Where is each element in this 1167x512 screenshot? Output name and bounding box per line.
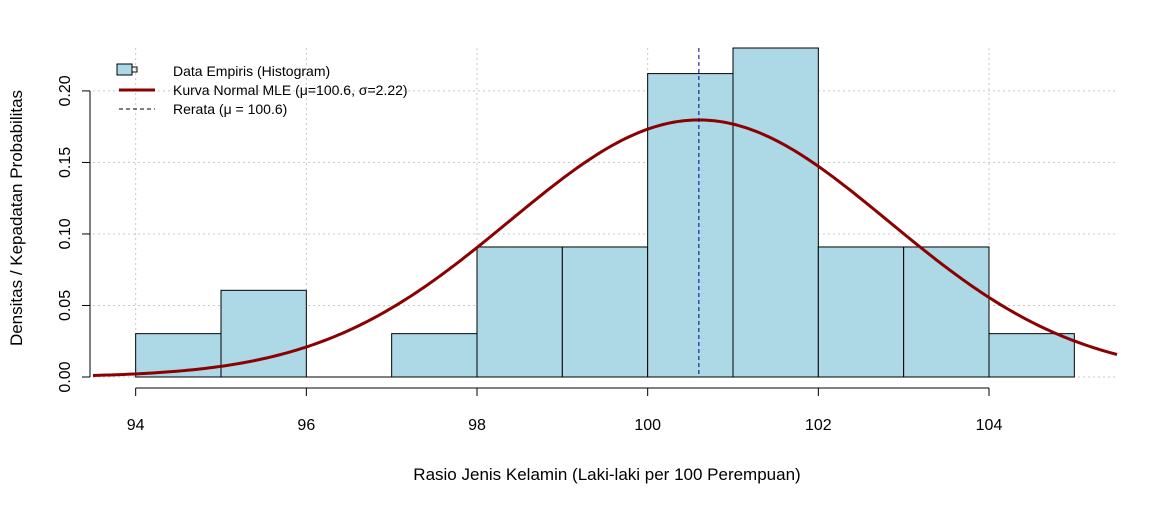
histogram-bar-3	[391, 333, 478, 378]
histogram-bar-1	[220, 289, 307, 378]
y-tick-label: 0.20	[57, 75, 74, 106]
legend-curve-label: Kurva Normal MLE (μ=100.6, σ=2.22)	[173, 82, 408, 98]
normal-curve-line	[92, 118, 1118, 377]
histogram-bar-5	[561, 246, 649, 378]
legend-histogram-swatch-inner	[131, 66, 138, 73]
legend-mean-label: Rerata (μ = 100.6)	[173, 101, 287, 117]
y-tick-label: 0.15	[57, 147, 74, 178]
legend: Data Empiris (Histogram) Kurva Normal ML…	[116, 63, 408, 117]
axes: 94 96 98 100 102 104 0.00 0.05 0.10 0.15 0.20	[57, 75, 1002, 434]
histogram-bar-10	[988, 333, 1075, 378]
x-tick-label: 104	[976, 417, 1003, 434]
x-tick-label: 98	[468, 417, 486, 434]
x-tick-label: 100	[634, 417, 661, 434]
x-tick-label: 96	[297, 417, 315, 434]
histogram-bar-4	[476, 246, 563, 378]
y-axis-title: Densitas / Kepadatan Probabilitas	[7, 90, 26, 346]
histogram-bar-8	[817, 246, 905, 378]
x-tick-label: 94	[127, 417, 145, 434]
normal-curve	[92, 118, 1118, 377]
y-tick-label: 0.00	[57, 361, 74, 392]
x-axis-title: Rasio Jenis Kelamin (Laki-laki per 100 P…	[413, 465, 800, 484]
legend-histogram-label: Data Empiris (Histogram)	[173, 63, 330, 79]
y-tick-label: 0.10	[57, 218, 74, 249]
x-tick-label: 102	[805, 417, 832, 434]
legend-histogram-swatch	[116, 63, 133, 76]
y-tick-label: 0.05	[57, 290, 74, 321]
histogram-bar-7	[732, 47, 819, 378]
